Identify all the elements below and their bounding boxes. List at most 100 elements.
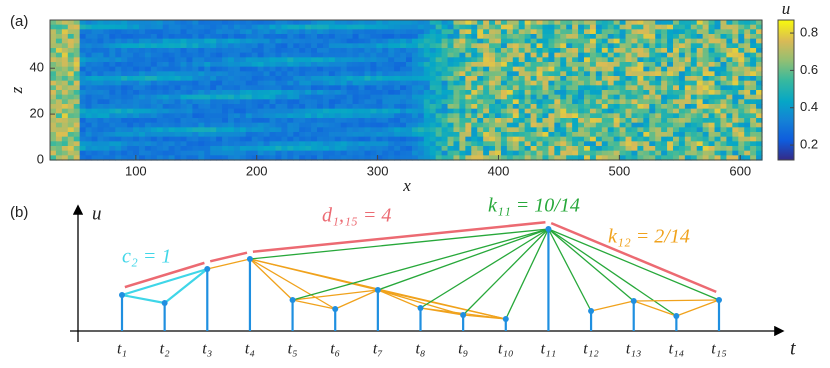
heatmap-cell xyxy=(181,81,188,86)
heatmap-cell xyxy=(139,57,146,62)
heatmap-cell xyxy=(631,81,638,86)
heatmap-cell xyxy=(620,113,627,118)
heatmap-cell xyxy=(471,67,478,72)
heatmap-cell xyxy=(186,76,193,81)
heatmap-cell xyxy=(596,71,603,76)
heatmap-cell xyxy=(691,99,698,104)
heatmap-cell xyxy=(584,118,591,123)
heatmap-cell xyxy=(62,57,69,62)
heatmap-cell xyxy=(181,57,188,62)
heatmap-cell xyxy=(169,137,176,142)
heatmap-cell xyxy=(270,151,277,156)
heatmap-cell xyxy=(388,76,395,81)
heatmap-cell xyxy=(121,53,128,58)
heatmap-cell xyxy=(430,53,437,58)
heatmap-cell xyxy=(685,118,692,123)
heatmap-cell xyxy=(495,109,502,114)
heatmap-cell xyxy=(198,20,205,25)
heatmap-cell xyxy=(145,137,152,142)
heatmap-cell xyxy=(127,118,134,123)
heatmap-cell xyxy=(370,85,377,90)
heatmap-cell xyxy=(270,141,277,146)
heatmap-cell xyxy=(127,85,134,90)
heatmap-cell xyxy=(459,123,466,128)
heatmap-cell xyxy=(430,90,437,95)
heatmap-cell xyxy=(281,81,288,86)
heatmap-cell xyxy=(151,39,158,44)
heatmap-cell xyxy=(364,67,371,72)
heatmap-cell xyxy=(667,146,674,151)
heatmap-cell xyxy=(109,95,116,100)
heatmap-cell xyxy=(436,146,443,151)
heatmap-cell xyxy=(151,90,158,95)
heatmap-cell xyxy=(234,62,241,67)
heatmap-cell xyxy=(181,151,188,156)
heatmap-cell xyxy=(614,71,621,76)
heatmap-cell xyxy=(614,127,621,132)
heatmap-cell xyxy=(483,118,490,123)
heatmap-cell xyxy=(590,99,597,104)
heatmap-cell xyxy=(157,146,164,151)
heatmap-cell xyxy=(376,53,383,58)
heatmap-cell xyxy=(495,95,502,100)
heatmap-cell xyxy=(186,29,193,34)
heatmap-cell xyxy=(406,57,413,62)
heatmap-cell xyxy=(394,20,401,25)
heatmap-cell xyxy=(578,95,585,100)
heatmap-cell xyxy=(68,81,75,86)
heatmap-cell xyxy=(744,85,751,90)
heatmap-cell xyxy=(709,48,716,53)
heatmap-cell xyxy=(115,34,122,39)
heatmap-cell xyxy=(554,104,561,109)
heatmap-cell xyxy=(394,48,401,53)
heatmap-cell xyxy=(264,20,271,25)
heatmap-cell xyxy=(726,48,733,53)
heatmap-cell xyxy=(246,39,253,44)
heatmap-cell xyxy=(691,90,698,95)
heatmap-cell xyxy=(50,123,57,128)
heatmap-cell xyxy=(501,118,508,123)
heatmap-cell xyxy=(542,53,549,58)
heatmap-cell xyxy=(459,118,466,123)
heatmap-cell xyxy=(246,99,253,104)
heatmap-cell xyxy=(703,141,710,146)
heatmap-cell xyxy=(252,123,259,128)
heatmap-cell xyxy=(323,132,330,137)
heatmap-cell xyxy=(175,109,182,114)
heatmap-cell xyxy=(661,141,668,146)
heatmap-cell xyxy=(542,71,549,76)
heatmap-cell xyxy=(584,62,591,67)
heatmap-cell xyxy=(252,151,259,156)
heatmap-cell xyxy=(513,118,520,123)
heatmap-cell xyxy=(299,123,306,128)
heatmap-cell xyxy=(602,76,609,81)
heatmap-cell xyxy=(732,43,739,48)
heatmap-cell xyxy=(643,67,650,72)
heatmap-cell xyxy=(519,34,526,39)
heatmap-cell xyxy=(204,146,211,151)
heatmap-cell xyxy=(649,118,656,123)
heatmap-cell xyxy=(80,137,87,142)
heatmap-cell xyxy=(726,141,733,146)
heatmap-cell xyxy=(738,48,745,53)
heatmap-cell xyxy=(86,81,93,86)
heatmap-cell xyxy=(198,57,205,62)
heatmap-cell xyxy=(602,67,609,72)
heatmap-cell xyxy=(347,20,354,25)
heatmap-cell xyxy=(145,85,152,90)
heatmap-cell xyxy=(62,151,69,156)
heatmap-cell xyxy=(258,20,265,25)
heatmap-cell xyxy=(151,76,158,81)
heatmap-cell xyxy=(566,104,573,109)
heatmap-cell xyxy=(270,146,277,151)
heatmap-cell xyxy=(525,109,532,114)
heatmap-cell xyxy=(578,57,585,62)
heatmap-cell xyxy=(252,48,259,53)
heatmap-cell xyxy=(287,85,294,90)
node-label: t₅ xyxy=(288,341,298,358)
heatmap-cell xyxy=(501,123,508,128)
heatmap-cell xyxy=(679,76,686,81)
heatmap-cell xyxy=(382,53,389,58)
heatmap-cell xyxy=(608,43,615,48)
heatmap-cell xyxy=(359,104,366,109)
